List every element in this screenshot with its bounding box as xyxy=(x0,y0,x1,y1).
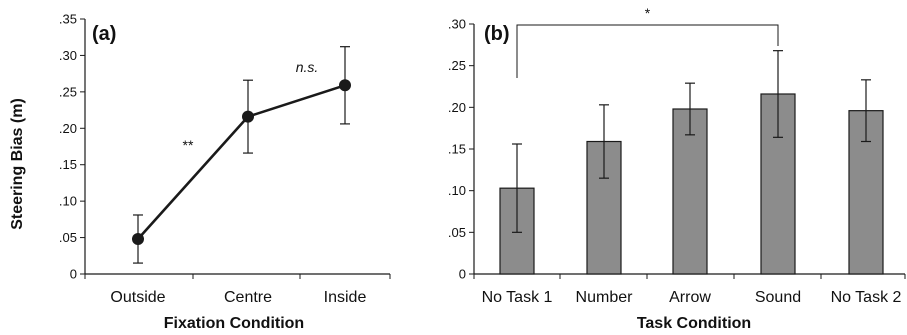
panel-b: (b) Task Condition 0 .05 .10 .15 .20 .25 .30 No… xyxy=(448,5,906,332)
panel-a-y-tick-label: .35 xyxy=(59,12,77,27)
panel-a-y-tick-label: .05 xyxy=(59,230,77,245)
panel-b-x-tick-label: No Task 2 xyxy=(831,289,902,306)
panel-a-y-tick-label: 0 xyxy=(70,267,77,282)
panel-b-x-axis-title: Task Condition xyxy=(637,315,751,332)
panel-a-y-tick-label: .30 xyxy=(59,48,77,63)
panel-a-y-tick-label: .20 xyxy=(59,121,77,136)
panel-a-x-tick-label: Outside xyxy=(110,289,165,306)
panel-a-y-tick-label: .25 xyxy=(59,84,77,99)
panel-b-y-tick-label: .05 xyxy=(448,225,466,240)
panel-a-data-point xyxy=(339,79,351,92)
panel-a-y-tick-label: .10 xyxy=(59,194,77,209)
panel-a-data-point xyxy=(242,110,254,123)
panel-a-annotation: n.s. xyxy=(296,59,319,75)
panel-b-y-tick-label: .10 xyxy=(448,183,466,198)
panel-a-series-line xyxy=(137,84,346,240)
panel-a-x-tick-label: Inside xyxy=(324,289,367,306)
panel-a-x-tick-label: Centre xyxy=(224,289,272,306)
panel-a-annotation: ** xyxy=(183,137,194,153)
panel-a-y-tick-label: .15 xyxy=(59,157,77,172)
panel-b-x-tick-label: No Task 1 xyxy=(482,289,553,306)
panel-a-y-axis-title: Steering Bias (m) xyxy=(9,98,26,230)
panel-b-y-tick-label: .20 xyxy=(448,100,466,115)
panel-b-y-tick-label: 0 xyxy=(459,267,466,282)
panel-a-x-axis-title: Fixation Condition xyxy=(164,315,304,332)
panel-b-significance-bracket xyxy=(516,24,779,78)
panel-b-y-tick-label: .25 xyxy=(448,58,466,73)
panel-b-x-tick-label: Arrow xyxy=(669,289,711,306)
panel-a: (a) Steering Bias (m) Fixation Condition… xyxy=(9,12,391,332)
panel-b-significance-label: * xyxy=(645,5,651,21)
panel-b-x-tick-label: Sound xyxy=(755,289,801,306)
panel-b-bar xyxy=(672,108,708,275)
panel-a-label: (a) xyxy=(92,23,116,45)
panel-b-x-tick-label: Number xyxy=(576,289,634,306)
panel-a-data-point xyxy=(132,233,144,246)
panel-b-y-tick-label: .30 xyxy=(448,17,466,32)
panel-b-label: (b) xyxy=(484,23,510,45)
panel-b-y-tick-label: .15 xyxy=(448,142,466,157)
